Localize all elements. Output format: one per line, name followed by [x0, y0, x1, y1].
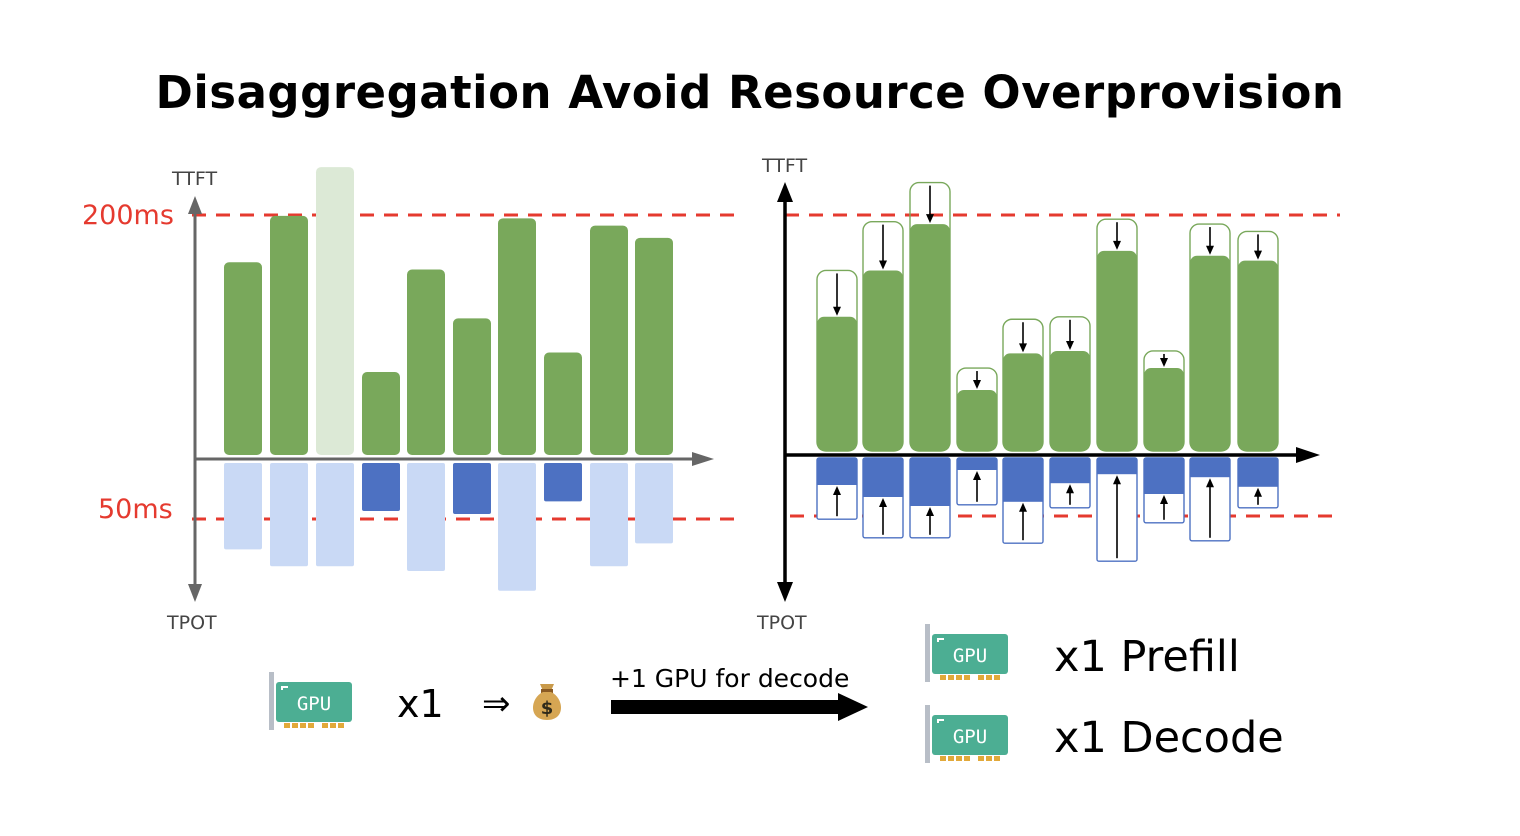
ttft-bar: [407, 269, 445, 455]
left-y-axis-up-arrow: [188, 196, 202, 214]
transition-arrow-label: +1 GPU for decode: [610, 664, 850, 693]
tpot-bar: [224, 463, 262, 550]
transition-arrow: [611, 693, 868, 721]
ttft-bar: [453, 318, 491, 455]
tpot-increase-arrow-head: [1066, 484, 1074, 494]
tpot-bar: [362, 463, 400, 511]
tpot-increased-bar: [1238, 458, 1278, 487]
ttft-reduced-bar: [817, 316, 857, 451]
tpot-threshold-label: 50ms: [98, 494, 173, 525]
tpot-increased-bar: [863, 458, 903, 497]
ttft-reduce-arrow-head: [926, 214, 934, 224]
ttft-reduce-arrow-head: [879, 260, 887, 270]
implies-arrow: ⇒: [482, 684, 511, 724]
gpu-card-icon: GPU: [268, 672, 354, 734]
ttft-reduced-bar: [1097, 250, 1137, 451]
transition-arrow-head: [838, 693, 868, 721]
money-bag-icon: $: [526, 676, 568, 722]
prefill-label: x1 Prefill: [1054, 632, 1240, 682]
right-x-axis-arrow: [1296, 447, 1320, 463]
tpot-increased-bar: [1003, 458, 1043, 502]
ttft-reduced-bar: [1003, 353, 1043, 451]
ttft-bar: [635, 237, 673, 455]
tpot-increase-arrow-head: [973, 471, 981, 480]
tpot-bar: [407, 463, 445, 571]
ttft-reduce-arrow-head: [1066, 340, 1074, 350]
left-ttft-axis-label: TTFT: [172, 168, 218, 190]
gpu-chip-text: GPU: [953, 645, 987, 667]
ttft-threshold-label: 200ms: [82, 200, 174, 231]
tpot-increase-arrow-head: [1019, 502, 1027, 512]
left-x-axis-arrow: [692, 452, 714, 466]
tpot-increase-arrow-head: [879, 498, 887, 507]
ttft-reduce-arrow-head: [833, 306, 841, 316]
tpot-increase-arrow-head: [926, 507, 934, 516]
tpot-increase-arrow-head: [833, 486, 841, 495]
ttft-bar: [498, 218, 536, 455]
tpot-increase-arrow-head: [1160, 495, 1168, 504]
left-gpu-count: x1: [397, 682, 444, 726]
tpot-bar: [270, 463, 308, 567]
tpot-increased-bar: [1190, 458, 1230, 478]
ttft-bar: [544, 352, 582, 455]
tpot-increased-bar: [957, 458, 997, 470]
right-chart: [777, 181, 1340, 602]
ttft-reduced-bar: [1190, 255, 1230, 451]
ttft-bar: [590, 225, 628, 455]
tpot-increase-arrow-head: [1113, 475, 1121, 485]
ttft-bar: [270, 215, 308, 455]
ttft-bar: [362, 372, 400, 455]
ttft-bar: [316, 167, 354, 455]
gpu-chip-text: GPU: [953, 726, 987, 748]
tpot-bar: [544, 463, 582, 502]
svg-text:$: $: [541, 698, 554, 719]
tpot-increased-bar: [910, 458, 950, 506]
tpot-increased-bar: [1050, 458, 1090, 484]
right-tpot-axis-label: TPOT: [757, 612, 807, 634]
ttft-reduce-arrow-head: [1160, 358, 1168, 368]
left-tpot-axis-label: TPOT: [167, 612, 217, 634]
ttft-reduced-bar: [863, 270, 903, 451]
tpot-bar: [635, 463, 673, 544]
tpot-increase-arrow-head: [1254, 487, 1262, 497]
left-y-axis-down-arrow: [188, 584, 202, 602]
ttft-reduced-bar: [957, 390, 997, 451]
transition-arrow-shaft: [611, 700, 841, 714]
tpot-bar: [316, 463, 354, 567]
decode-label: x1 Decode: [1054, 713, 1284, 763]
slide-title: Disaggregation Avoid Resource Overprovis…: [155, 66, 1345, 119]
right-y-axis-down-arrow: [777, 582, 793, 602]
ttft-reduced-bar: [1238, 260, 1278, 451]
ttft-reduce-arrow-head: [1113, 240, 1121, 250]
tpot-increase-arrow-head: [1206, 478, 1214, 488]
decode-gpu-icon: GPU: [924, 705, 1010, 767]
tpot-bar: [453, 463, 491, 514]
right-ttft-axis-label: TTFT: [762, 155, 808, 177]
prefill-gpu-icon: GPU: [924, 624, 1010, 686]
gpu-chip-text: GPU: [297, 693, 331, 715]
left-chart: [188, 167, 734, 602]
ttft-reduce-arrow-head: [1206, 245, 1214, 255]
tpot-bar: [498, 463, 536, 591]
ttft-reduce-arrow-head: [1019, 343, 1027, 353]
tpot-increased-bar: [1097, 458, 1137, 475]
ttft-reduce-arrow-head: [1254, 250, 1262, 260]
right-y-axis-up-arrow: [777, 182, 793, 202]
ttft-reduced-bar: [1144, 368, 1184, 451]
ttft-reduce-arrow-head: [973, 380, 981, 389]
tpot-increased-bar: [817, 458, 857, 485]
tpot-increased-bar: [1144, 458, 1184, 494]
ttft-bar: [224, 262, 262, 455]
ttft-reduced-bar: [1050, 350, 1090, 451]
tpot-bar: [590, 463, 628, 567]
ttft-reduced-bar: [910, 224, 950, 451]
